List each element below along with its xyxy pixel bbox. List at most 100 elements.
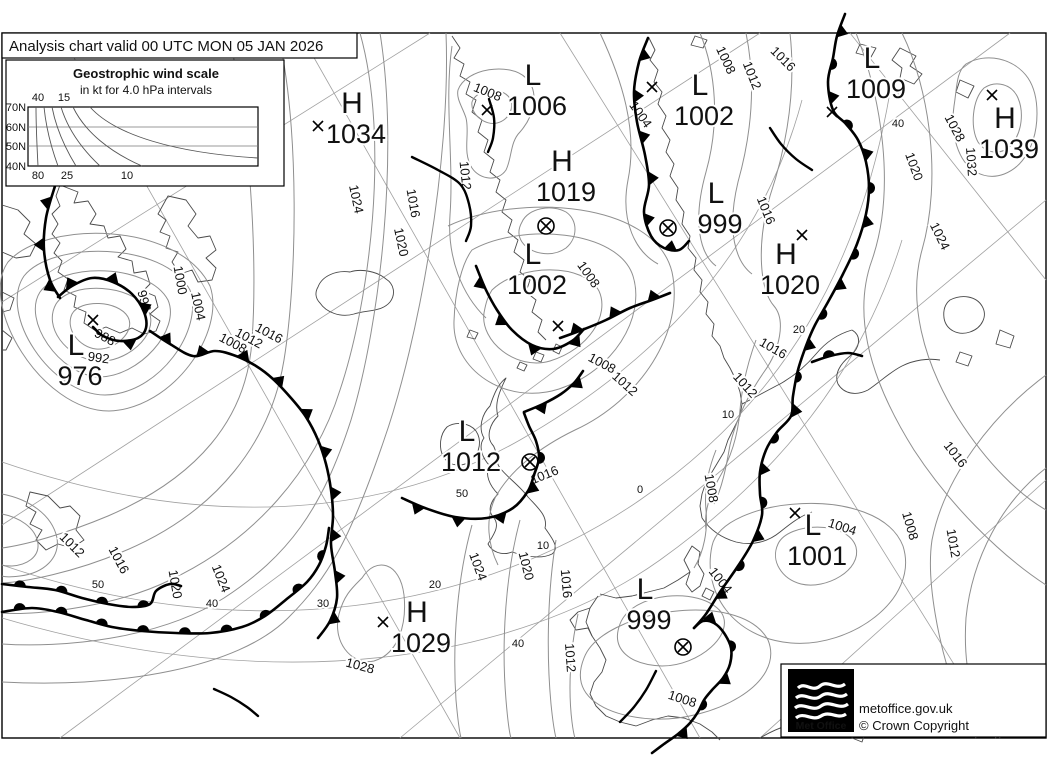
warm-front-semicircle-icon — [823, 350, 835, 358]
front-cold — [33, 184, 62, 300]
warm-front-semicircle-icon — [95, 618, 108, 627]
warm-front-semicircle-icon — [259, 609, 271, 619]
isobar-label: 1032 — [963, 147, 980, 177]
position-cross-icon — [377, 616, 389, 628]
pressure-center-letter: H — [775, 238, 797, 271]
warm-front-semicircle-icon — [769, 432, 779, 444]
front-cold — [558, 289, 672, 340]
pressure-center-value: 1012 — [441, 447, 501, 477]
position-cross-icon — [674, 638, 692, 656]
pressure-center-value: 976 — [57, 361, 102, 391]
front-warm — [0, 580, 183, 609]
cold-front-triangle-icon — [861, 147, 874, 162]
graticule-label: 40 — [206, 598, 218, 610]
isobar-label: 1008 — [471, 79, 503, 104]
front-cold — [632, 36, 691, 252]
position-cross-icon — [521, 453, 539, 471]
pressure-center-letter: L — [459, 415, 476, 448]
position-cross-icon — [796, 229, 808, 241]
footer-box: Met Office metoffice.gov.uk © Crown Copy… — [780, 663, 1047, 738]
front-cold — [522, 369, 585, 415]
pressure-center-value: 1009 — [846, 74, 906, 104]
isobar-label: 1012 — [740, 59, 765, 91]
front-trough — [618, 669, 658, 724]
isobar-label: 1020 — [516, 550, 538, 582]
graticule-label: 50 — [456, 488, 468, 500]
isobar-label: 1024 — [209, 562, 234, 594]
pressure-center-letter: L — [68, 329, 85, 362]
wind-scale-label: 25 — [61, 170, 73, 182]
warm-front-semicircle-icon — [760, 496, 768, 509]
wind-scale-label: 10 — [121, 170, 133, 182]
position-cross-icon — [552, 320, 564, 332]
pressure-center-letter: L — [525, 238, 542, 271]
wind-scale-diagram — [27, 106, 259, 167]
warm-front-semicircle-icon — [729, 640, 737, 652]
wind-scale-label: 80 — [32, 170, 44, 182]
isobar-label: 992 — [87, 349, 111, 367]
pressure-center-letter: H — [994, 102, 1016, 135]
warm-front-semicircle-icon — [829, 58, 838, 70]
pressure-center-value: 1006 — [507, 91, 567, 121]
isobar-label: 1024 — [346, 183, 367, 214]
cold-front-triangle-icon — [334, 570, 346, 584]
pressure-center-value: 1020 — [760, 270, 820, 300]
cold-front-triangle-icon — [43, 279, 56, 292]
cold-front-triangle-icon — [495, 313, 508, 326]
cold-front-triangle-icon — [828, 90, 840, 105]
front-warm — [810, 350, 864, 364]
cold-front-triangle-icon — [643, 212, 655, 227]
cold-front-triangle-icon — [159, 332, 171, 345]
pressure-center-letter: H — [551, 145, 573, 178]
graticule-label: 10 — [537, 540, 549, 552]
position-cross-icon — [312, 120, 324, 132]
cold-front-triangle-icon — [236, 349, 250, 362]
isobar-label: 1028 — [942, 112, 969, 145]
cold-front-triangle-icon — [493, 512, 507, 524]
cold-front-triangle-icon — [272, 375, 285, 388]
wind-scale-label: 40 — [32, 92, 44, 104]
cold-front-triangle-icon — [568, 335, 581, 348]
warm-front-semicircle-icon — [55, 585, 68, 594]
cold-front-triangle-icon — [40, 196, 52, 210]
cold-front-triangle-icon — [196, 345, 210, 357]
cold-front-triangle-icon — [139, 302, 152, 316]
warm-front-semicircle-icon — [178, 627, 191, 634]
isobar-label: 1012 — [944, 528, 964, 559]
warm-front-semicircle-icon — [13, 603, 26, 610]
front-cold — [400, 473, 540, 528]
cold-front-triangle-icon — [702, 611, 717, 624]
footer-url: metoffice.gov.uk — [859, 701, 953, 716]
graticule-label: 50 — [92, 579, 104, 591]
cold-front-triangle-icon — [715, 587, 728, 599]
graticule-label: 40 — [512, 638, 524, 650]
cold-front-triangle-icon — [570, 376, 583, 389]
position-cross-icon — [659, 219, 677, 237]
pressure-center-value: 1029 — [391, 628, 451, 658]
warm-front-semicircle-icon — [795, 370, 802, 383]
cold-front-triangle-icon — [330, 486, 342, 501]
front-layer — [0, 12, 875, 755]
cold-front-triangle-icon — [633, 88, 644, 103]
isobar-label: 1012 — [609, 368, 641, 398]
pressure-center-letter: H — [341, 87, 363, 120]
cold-front-triangle-icon — [33, 237, 44, 252]
isobar-label: 1004 — [626, 98, 655, 130]
warm-front-semicircle-icon — [317, 550, 325, 562]
cold-front-triangle-icon — [804, 337, 816, 351]
graticule-label: 40 — [892, 118, 904, 130]
isobar-label: 1000 — [171, 265, 191, 296]
cold-front-triangle-icon — [328, 611, 341, 625]
front-cold — [56, 272, 152, 351]
